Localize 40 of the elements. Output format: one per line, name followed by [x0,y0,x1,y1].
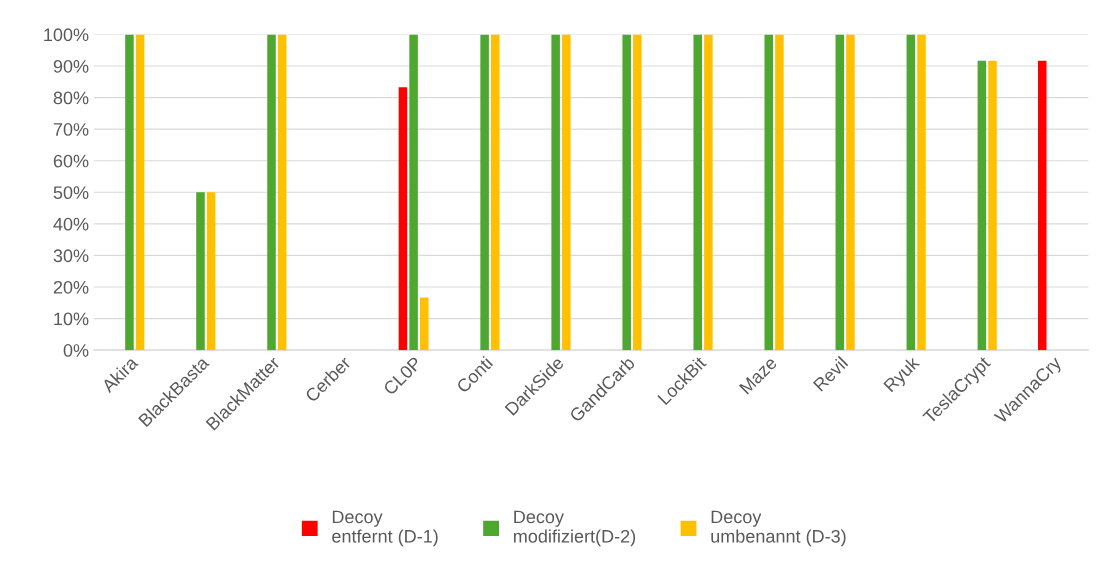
y-tick-label: 80% [53,91,89,105]
bar [196,192,205,351]
bar [491,34,500,351]
y-tick-label: 60% [53,154,89,168]
bar [764,34,774,351]
y-tick-label: 100% [44,28,89,42]
bar [1037,60,1047,351]
bar [917,34,926,351]
bar [846,34,855,351]
bar [419,297,429,351]
bar [704,34,713,351]
y-tick-label: 70% [53,123,89,136]
y-tick-label: 10% [54,312,89,326]
bar [633,34,642,351]
bar [480,34,489,351]
y-tick-label: 40% [53,217,89,231]
bar [409,34,418,351]
bar [277,34,287,351]
bar [551,34,560,351]
bar [398,87,408,351]
bar [125,34,134,351]
bar [977,60,987,351]
bar [906,34,916,351]
bar [775,34,784,351]
bar [206,192,216,351]
bar [267,34,276,351]
y-tick-label: 30% [53,249,89,263]
bar [835,34,845,351]
y-tick-label: 20% [53,280,89,294]
y-tick-label: 90% [53,59,89,73]
y-tick-label: 0% [63,344,89,357]
legend-label: Decoy entfernt (D-1) [332,510,438,547]
bar [988,60,997,351]
legend-label: Decoy umbenannt (D-3) [711,510,846,547]
bar [135,34,145,351]
bar [622,34,631,351]
bar [693,34,702,351]
y-tick-label: 50% [53,186,89,200]
bar [562,34,571,351]
legend-label: Decoy modifiziert(D-2) [513,510,636,547]
